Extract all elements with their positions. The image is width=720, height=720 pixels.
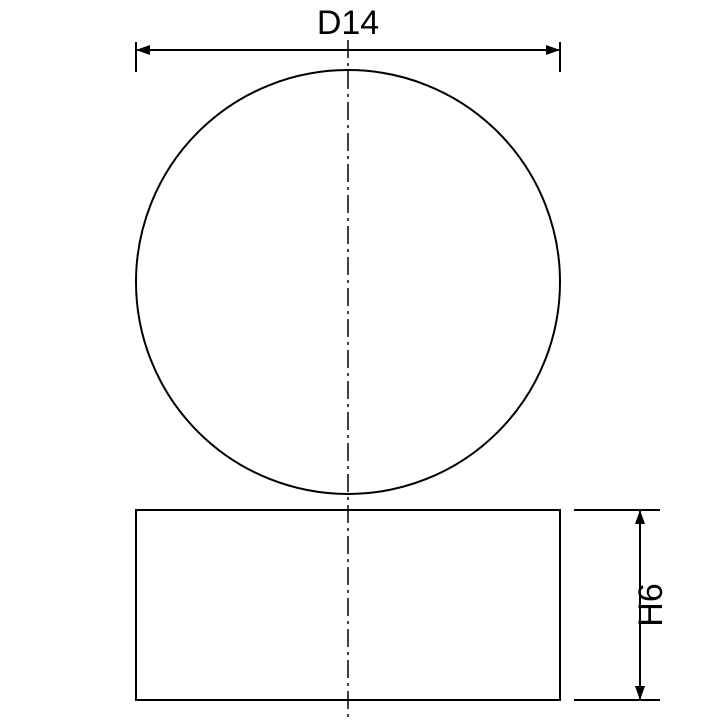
engineering-drawing: D14 H6 — [0, 0, 720, 720]
dim-h-label: H6 — [632, 583, 670, 626]
dim-d-label: D14 — [317, 4, 379, 42]
